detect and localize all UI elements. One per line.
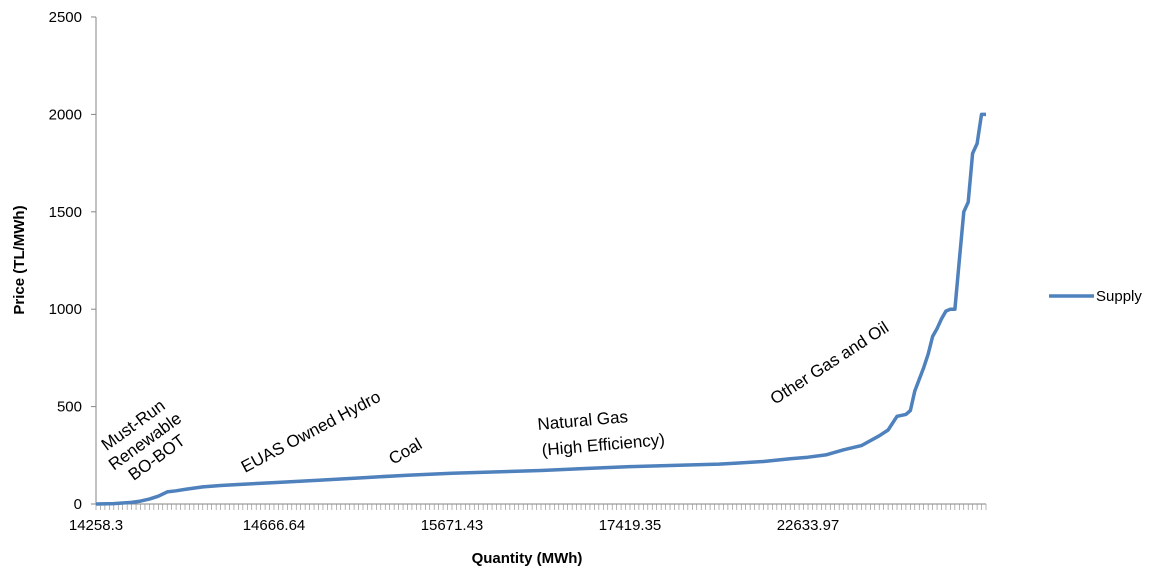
y-axis-title: Price (TL/MWh): [11, 205, 28, 314]
x-axis-tick-labels: 14258.3 14666.64 15671.43 17419.35 22633.97: [69, 517, 839, 534]
legend: Supply: [1049, 288, 1142, 305]
y-tick-label: 1000: [49, 301, 82, 318]
y-tick-label: 1500: [49, 204, 82, 221]
y-tick-label: 500: [57, 399, 82, 416]
y-tick-label: 2500: [49, 9, 82, 26]
annotation-natural-gas: Natural Gas (High Efficiency): [537, 407, 666, 460]
y-tick-label: 2000: [49, 106, 82, 123]
x-tick-label: 14258.3: [69, 517, 123, 534]
y-axis-ticks: [91, 16, 96, 505]
x-tick-label: 14666.64: [243, 517, 306, 534]
annotation-other-gas-oil: Other Gas and Oil: [767, 318, 892, 409]
x-tick-label: 15671.43: [421, 517, 484, 534]
annotation-coal: Coal: [386, 435, 426, 469]
annotation-line: EUAS Owned Hydro: [238, 387, 384, 477]
annotation-euas-hydro: EUAS Owned Hydro: [238, 387, 384, 477]
y-axis-tick-labels: 0 500 1000 1500 2000 2500: [49, 9, 82, 513]
annotation-line: Natural Gas: [537, 407, 629, 434]
supply-series-line: [95, 112, 986, 506]
x-tick-label: 22633.97: [777, 517, 840, 534]
annotation-line: (High Efficiency): [541, 430, 666, 460]
annotation-line: Coal: [386, 435, 426, 469]
legend-label-supply: Supply: [1096, 288, 1142, 305]
annotation-must-run: Must-Run Renewable BO-BOT: [98, 396, 189, 485]
x-tick-label: 17419.35: [599, 517, 662, 534]
annotation-line: Other Gas and Oil: [767, 318, 892, 409]
x-axis-ticks: [95, 504, 987, 510]
y-tick-label: 0: [74, 496, 82, 513]
x-axis-title: Quantity (MWh): [472, 550, 583, 567]
